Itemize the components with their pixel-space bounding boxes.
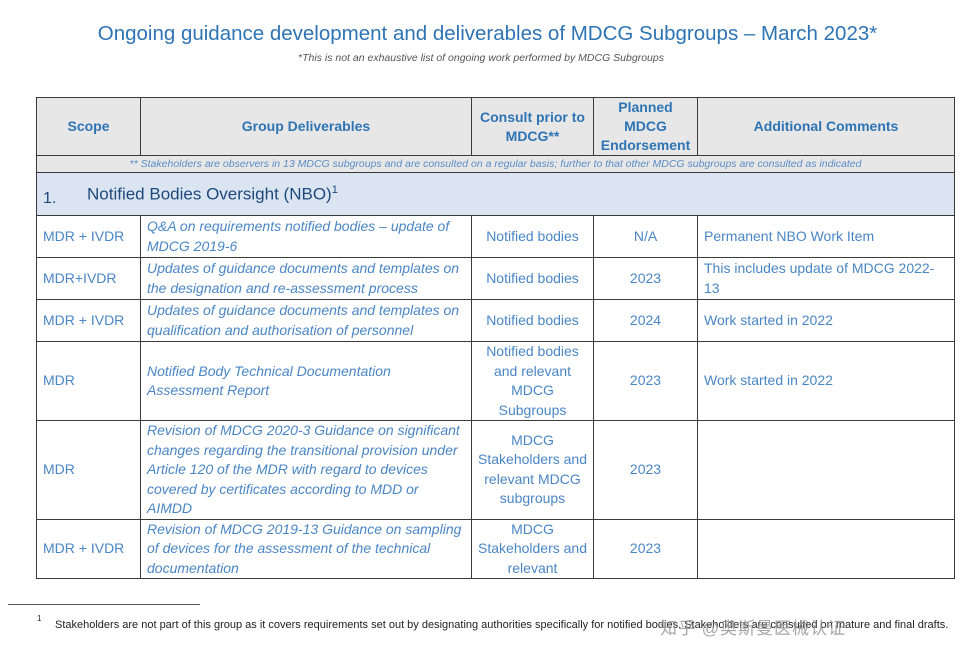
planned-cell: 2023 — [593, 420, 698, 520]
comment-cell — [697, 420, 955, 520]
deliverable-cell: Notified Body Technical Documentation As… — [140, 341, 472, 421]
footnote-marker: 1 — [37, 614, 42, 623]
planned-cell: 2024 — [593, 299, 698, 342]
table-row: MDR Revision of MDCG 2020-3 Guidance on … — [36, 420, 955, 520]
planned-cell: 2023 — [593, 341, 698, 421]
header-planned: Planned MDCG Endorsement — [593, 97, 698, 156]
comment-cell — [697, 518, 955, 579]
header-scope: Scope — [36, 97, 141, 156]
deliverable-cell: Revision of MDCG 2019-13 Guidance on sam… — [140, 518, 472, 579]
consult-cell: Notified bodies and relevant MDCG Subgro… — [471, 341, 594, 421]
comment-cell: Permanent NBO Work Item — [697, 215, 955, 258]
planned-cell: N/A — [593, 215, 698, 258]
planned-cell: 2023 — [593, 257, 698, 300]
comment-cell: Work started in 2022 — [697, 299, 955, 342]
section-title: Notified Bodies Oversight (NBO) — [87, 184, 332, 204]
table-row: MDR+IVDR Updates of guidance documents a… — [36, 257, 955, 300]
footnote-divider — [8, 604, 200, 605]
consult-cell: Notified bodies — [471, 299, 594, 342]
scope-cell: MDR — [36, 420, 141, 520]
scope-cell: MDR+IVDR — [36, 257, 141, 300]
consult-cell: Notified bodies — [471, 257, 594, 300]
page-subtitle: *This is not an exhaustive list of ongoi… — [298, 52, 664, 64]
page-title: Ongoing guidance development and deliver… — [97, 22, 878, 45]
planned-cell: 2023 — [593, 518, 698, 579]
deliverable-cell: Revision of MDCG 2020-3 Guidance on sign… — [140, 420, 472, 520]
table-header-row: Scope Group Deliverables Consult prior t… — [36, 97, 955, 156]
footnote-text: Stakeholders are not part of this group … — [55, 619, 949, 631]
header-comments: Additional Comments — [697, 97, 955, 156]
table-row: MDR + IVDR Revision of MDCG 2019-13 Guid… — [36, 518, 955, 579]
deliverable-cell: Updates of guidance documents and templa… — [140, 257, 472, 300]
scope-cell: MDR + IVDR — [36, 518, 141, 579]
consult-cell: MDCG Stakeholders and relevant — [471, 518, 594, 579]
header-deliverables: Group Deliverables — [140, 97, 472, 156]
deliverables-table: Scope Group Deliverables Consult prior t… — [36, 97, 955, 579]
header-consult: Consult prior to MDCG** — [471, 97, 594, 156]
stakeholder-note-row: ** Stakeholders are observers in 13 MDCG… — [36, 155, 955, 173]
section-row: 1. Notified Bodies Oversight (NBO)1 — [36, 172, 955, 216]
consult-cell: Notified bodies — [471, 215, 594, 258]
deliverable-cell: Updates of guidance documents and templa… — [140, 299, 472, 342]
scope-cell: MDR — [36, 341, 141, 421]
section-number: 1. — [43, 190, 57, 208]
consult-cell: MDCG Stakeholders and relevant MDCG subg… — [471, 420, 594, 520]
watermark: 知乎 @奥斯曼医械认证 — [660, 619, 846, 638]
section-heading: 1. Notified Bodies Oversight (NBO)1 — [36, 172, 955, 216]
deliverable-cell: Q&A on requirements notified bodies – up… — [140, 215, 472, 258]
section-footnote-ref: 1 — [331, 183, 338, 196]
table-row: MDR Notified Body Technical Documentatio… — [36, 341, 955, 421]
scope-cell: MDR + IVDR — [36, 215, 141, 258]
comment-cell: Work started in 2022 — [697, 341, 955, 421]
comment-cell: This includes update of MDCG 2022-13 — [697, 257, 955, 300]
table-row: MDR + IVDR Q&A on requirements notified … — [36, 215, 955, 258]
stakeholder-note: ** Stakeholders are observers in 13 MDCG… — [36, 155, 955, 173]
scope-cell: MDR + IVDR — [36, 299, 141, 342]
table-row: MDR + IVDR Updates of guidance documents… — [36, 299, 955, 342]
